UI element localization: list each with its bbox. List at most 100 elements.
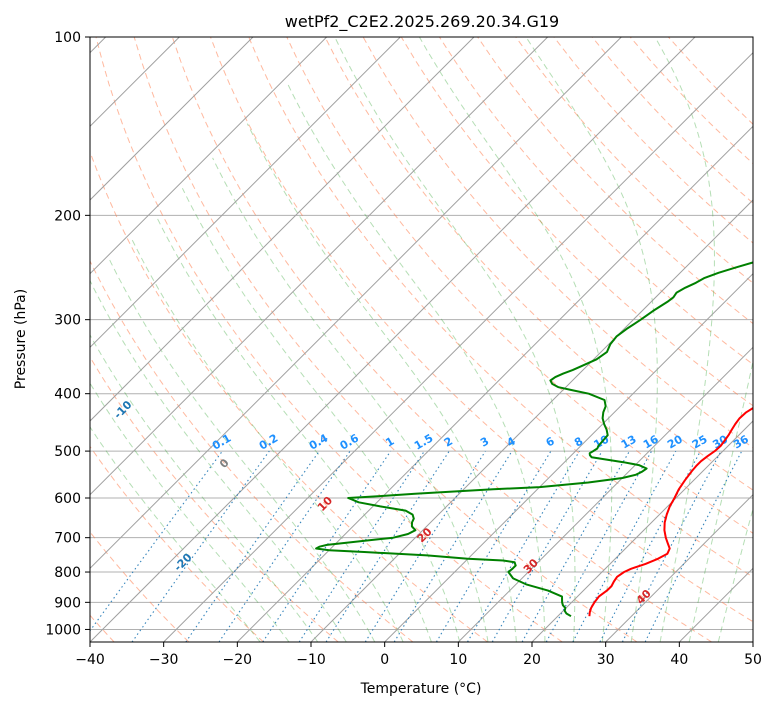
mixing-ratio-line bbox=[325, 450, 450, 642]
y-tick-label: 700 bbox=[54, 531, 81, 547]
mixing-ratio-label: 1.5 bbox=[412, 432, 435, 453]
mixing-ratio-label: 8 bbox=[572, 435, 585, 450]
mixing-ratio-label: 20 bbox=[665, 432, 685, 451]
dry-adiabat bbox=[90, 150, 488, 642]
isotherm bbox=[752, 641, 753, 642]
mixing-ratio-line bbox=[435, 450, 552, 642]
mixing-ratio-label: 1 bbox=[383, 435, 396, 450]
mixing-ratio-label: 3 bbox=[478, 435, 491, 450]
x-tick-label: 10 bbox=[449, 652, 467, 668]
y-tick-label: 100 bbox=[54, 30, 81, 46]
mixing-ratio-label: 0.6 bbox=[338, 431, 362, 452]
mixing-ratio-line bbox=[393, 450, 513, 642]
isotherm bbox=[90, 37, 475, 422]
mixing-ratio-line bbox=[545, 450, 653, 642]
moist-adiabat bbox=[131, 239, 404, 642]
x-tick-label: 30 bbox=[597, 652, 615, 668]
pressure-gridlines bbox=[90, 37, 753, 630]
y-tick-label: 600 bbox=[54, 491, 81, 507]
isotherm bbox=[605, 493, 753, 642]
mixing-ratio-label: 6 bbox=[544, 434, 557, 449]
moist-adiabat bbox=[246, 123, 517, 642]
isotherm bbox=[163, 51, 753, 642]
moist-adiabat bbox=[717, 507, 753, 642]
sounding-series bbox=[315, 261, 753, 618]
moist-adiabat bbox=[212, 157, 489, 642]
isotherm bbox=[90, 37, 696, 642]
mixing-ratio-label: 2 bbox=[442, 435, 455, 450]
y-tick-label: 200 bbox=[54, 208, 81, 224]
dry-adiabat bbox=[90, 356, 339, 642]
y-tick-label: 300 bbox=[54, 313, 81, 329]
temperature-profile bbox=[588, 406, 753, 617]
moist-adiabat bbox=[181, 187, 461, 642]
y-tick-label: 500 bbox=[54, 444, 81, 460]
mixing-ratio-line bbox=[262, 450, 392, 642]
x-tick-label: 20 bbox=[523, 652, 541, 668]
mixing-ratio-labels: 0.1 0.2 0.4 0.6 1 1.5 2 3 4 6 8 10 13 16 20 25 30 36 bbox=[210, 431, 751, 452]
dry-adiabat bbox=[95, 37, 563, 642]
isotherm bbox=[90, 37, 328, 275]
mixing-ratio-line bbox=[644, 450, 743, 642]
x-tick-label: −40 bbox=[75, 652, 105, 668]
dry-adiabat bbox=[668, 37, 753, 125]
isotherm bbox=[90, 37, 622, 570]
isotherm bbox=[678, 567, 753, 642]
moist-adiabat bbox=[525, 37, 658, 642]
moist-adiabat bbox=[90, 426, 261, 642]
dry-adiabat bbox=[477, 37, 753, 325]
x-tick-label: −30 bbox=[149, 652, 179, 668]
moist-adiabat bbox=[688, 359, 753, 642]
x-tick-label: −10 bbox=[296, 652, 326, 668]
isotherm bbox=[90, 37, 401, 349]
moist-adiabat bbox=[90, 334, 319, 642]
x-tick-label: −20 bbox=[223, 652, 253, 668]
y-tick-label: 900 bbox=[54, 595, 81, 611]
mixing-ratio-label: 13 bbox=[619, 433, 639, 452]
mixing-ratio-line bbox=[218, 450, 351, 642]
moist-adiabat bbox=[90, 279, 347, 642]
isotherm bbox=[384, 272, 753, 642]
y-axis-title: Pressure (hPa) bbox=[13, 289, 29, 389]
dry-adiabat bbox=[438, 37, 753, 366]
dry-adiabat bbox=[90, 445, 264, 642]
dry-adiabat bbox=[286, 37, 753, 534]
dry-adiabats bbox=[90, 37, 753, 642]
skewed-isotherms bbox=[90, 37, 753, 642]
dry-adiabat bbox=[133, 37, 638, 642]
dry-adiabat bbox=[324, 37, 753, 491]
mixing-ratio-line bbox=[364, 450, 486, 642]
mixing-ratio-label: 16 bbox=[641, 432, 661, 451]
x-tick-label: 40 bbox=[670, 652, 688, 668]
dry-adiabat bbox=[515, 37, 753, 284]
plot-frame bbox=[89, 36, 754, 643]
mixing-ratio-line bbox=[572, 450, 677, 642]
x-tick-label: 50 bbox=[744, 652, 762, 668]
moist-adiabat bbox=[418, 37, 613, 642]
isotherm bbox=[236, 125, 753, 642]
dry-adiabat bbox=[90, 259, 414, 642]
isotherm bbox=[90, 37, 254, 201]
moist-adiabat bbox=[90, 382, 290, 642]
y-tick-label: 400 bbox=[54, 387, 81, 403]
y-tick-label: 1000 bbox=[45, 622, 81, 638]
mixing-ratio-label: 0.4 bbox=[307, 431, 331, 452]
isotherm bbox=[457, 346, 753, 642]
y-axis: 100 200 300 400 500 600 700 800 900 1000 bbox=[45, 30, 90, 638]
dry-adiabat bbox=[591, 37, 753, 204]
dry-adiabat bbox=[210, 37, 753, 623]
dry-adiabat-label: 30 bbox=[521, 556, 541, 576]
mixing-ratio-line bbox=[467, 450, 580, 642]
moist-adiabat bbox=[334, 37, 576, 642]
moist-adiabat bbox=[155, 215, 432, 642]
mixing-ratio-line bbox=[131, 450, 270, 642]
isotherm bbox=[90, 37, 549, 496]
moist-adiabat bbox=[654, 37, 716, 642]
mixing-ratio-line bbox=[90, 450, 223, 632]
moist-adiabat bbox=[107, 256, 376, 642]
mixing-ratio-label: 25 bbox=[690, 433, 710, 452]
dry-adiabat bbox=[248, 37, 753, 578]
chart-title: wetPf2_C2E2.2025.269.20.34.G19 bbox=[285, 12, 559, 32]
